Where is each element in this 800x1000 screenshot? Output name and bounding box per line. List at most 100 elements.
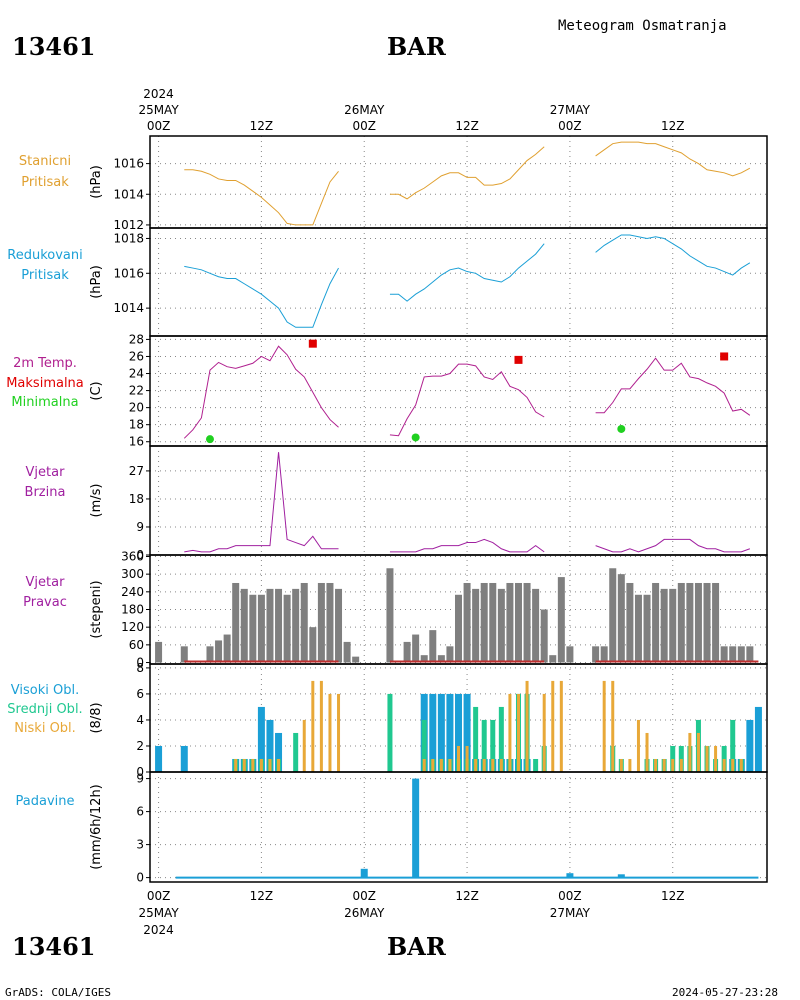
series-line — [389, 243, 545, 302]
panel-label: Vjetar — [26, 465, 66, 480]
series-line — [595, 234, 751, 276]
wind-dir-bar — [309, 627, 317, 663]
cloud-high-bar — [754, 706, 762, 772]
cloud-low-bar — [671, 758, 675, 772]
series-line — [389, 363, 545, 437]
panel-label: Pritisak — [21, 268, 69, 283]
wind-dir-bar — [240, 588, 248, 663]
unit-label: (hPa) — [89, 265, 104, 299]
series-line — [595, 141, 751, 177]
panel-4: 0 60 120 180 240 300 360 (stepeni) Vjetar Pravac — [23, 549, 768, 670]
cloud-high-bar — [463, 693, 471, 772]
wind-dir-bar — [626, 582, 634, 663]
panel-6: 0 3 6 9 (mm/6h/12h) Padavine — [16, 771, 768, 885]
panels: 101210141016(hPa)StanicniPritisak1014101… — [6, 135, 768, 885]
y-tick-label: 0 — [136, 871, 144, 885]
time-label-bottom: 27MAY — [550, 906, 591, 920]
header-footer-texts: 13461 BAR Meteogram Osmatranja 13461 BAR… — [5, 18, 778, 999]
y-tick-label: 6 — [136, 805, 144, 819]
y-tick-label: 1014 — [113, 187, 144, 201]
cloud-mid-bar — [293, 732, 299, 772]
cloud-high-bar — [257, 706, 265, 772]
wind-dir-bar — [514, 582, 522, 663]
time-label-top: 26MAY — [344, 103, 385, 117]
cloud-low-bar — [705, 745, 709, 772]
precip-bar — [412, 778, 420, 878]
wind-dir-bar — [266, 588, 274, 663]
cloud-low-bar — [696, 732, 700, 772]
unit-label: (8/8) — [89, 702, 104, 733]
wind-dir-bar — [652, 582, 660, 663]
cloud-low-bar — [431, 758, 435, 772]
cloud-low-bar — [457, 745, 460, 772]
time-label-bottom: 12Z — [455, 889, 479, 903]
panel-label: Brzina — [25, 485, 66, 500]
tmin-marker — [205, 435, 214, 444]
time-label-bottom: 25MAY — [138, 906, 179, 920]
y-tick-label: 27 — [129, 464, 144, 478]
timestamp-label: 2024-05-27-23:28 — [672, 986, 778, 999]
time-label-top: 00Z — [147, 119, 171, 133]
cloud-low-bar — [525, 680, 529, 772]
cloud-low-bar — [302, 719, 306, 772]
panel-frame — [149, 771, 768, 883]
y-tick-label: 1016 — [113, 157, 144, 171]
cloud-mid-bar — [730, 719, 736, 772]
cloud-mid-bar — [473, 706, 479, 772]
series-line — [184, 169, 339, 226]
cloud-low-bar — [277, 758, 281, 772]
wind-dir-bar — [437, 655, 445, 663]
cloud-mid-bar — [721, 745, 727, 772]
y-tick-label: 28 — [129, 332, 144, 346]
panel-label: Pravac — [23, 595, 67, 610]
y-tick-label: 24 — [129, 367, 144, 381]
precip-bar — [566, 873, 574, 878]
wind-dir-bar — [283, 594, 291, 663]
wind-dir-bar — [532, 588, 540, 663]
time-label-top: 2024 — [143, 87, 174, 101]
cloud-mid-bar — [678, 745, 684, 772]
wind-dir-bar — [326, 582, 334, 663]
wind-dir-bar — [703, 582, 711, 663]
time-label-bottom: 00Z — [558, 889, 582, 903]
cloud-low-bar — [422, 758, 426, 772]
wind-dir-bar — [446, 646, 454, 663]
time-label-bottom: 00Z — [147, 889, 171, 903]
tmin-marker — [617, 424, 626, 433]
cloud-low-bar — [679, 758, 683, 772]
panel-label: Niski Obl. — [14, 721, 76, 736]
series-line — [183, 345, 339, 439]
wind-dir-bar — [335, 588, 343, 663]
wind-dir-bar — [292, 588, 300, 663]
cloud-low-bar — [259, 758, 263, 772]
cloud-low-bar — [662, 758, 666, 772]
wind-dir-bar — [506, 582, 514, 663]
cloud-low-bar — [516, 693, 520, 772]
wind-dir-bar — [686, 582, 694, 663]
series-line — [184, 265, 339, 328]
station-id-bottom: 13461 — [12, 932, 96, 961]
y-tick-label: 1012 — [113, 218, 144, 232]
wind-dir-bar — [737, 646, 745, 663]
y-tick-label: 16 — [129, 435, 144, 449]
unit-label: (C) — [89, 381, 104, 400]
cloud-low-bar — [491, 758, 495, 772]
cloud-high-bar — [266, 719, 274, 772]
cloud-low-bar — [242, 758, 246, 772]
cloud-mid-bar — [421, 719, 427, 772]
cloud-low-bar — [731, 758, 735, 772]
cloud-mid-bar — [533, 758, 539, 772]
wind-dir-bar — [343, 641, 351, 663]
cloud-low-bar — [551, 680, 555, 772]
time-label-top: 12Z — [661, 119, 685, 133]
cloud-low-bar — [251, 758, 255, 772]
cloud-high-bar — [437, 693, 445, 772]
y-tick-label: 300 — [121, 567, 144, 581]
y-tick-label: 20 — [129, 401, 144, 415]
panel-label: Pritisak — [21, 175, 69, 190]
y-tick-label: 1016 — [113, 266, 144, 280]
cloud-low-bar — [654, 758, 658, 772]
wind-dir-bar — [694, 582, 702, 663]
time-label-top: 12Z — [250, 119, 274, 133]
